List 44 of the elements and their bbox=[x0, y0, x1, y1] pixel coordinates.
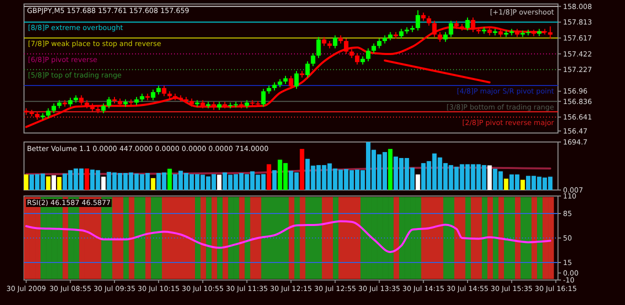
candlestick bbox=[416, 10, 420, 31]
line-series bbox=[25, 220, 552, 253]
bar bbox=[167, 168, 172, 190]
bar bbox=[84, 168, 90, 190]
candlestick bbox=[46, 108, 50, 119]
candlestick bbox=[288, 75, 294, 90]
candlestick bbox=[354, 52, 360, 66]
candlestick bbox=[443, 32, 448, 42]
candlestick bbox=[305, 60, 310, 78]
candlestick bbox=[465, 17, 470, 31]
bar bbox=[101, 176, 106, 190]
candlestick bbox=[332, 34, 338, 49]
candlestick bbox=[399, 28, 404, 40]
bar bbox=[487, 165, 492, 190]
candlestick bbox=[150, 89, 156, 101]
candlestick bbox=[52, 102, 56, 114]
bar bbox=[57, 176, 62, 190]
bar bbox=[24, 174, 28, 190]
bar bbox=[266, 164, 272, 190]
bar bbox=[388, 148, 393, 190]
bar bbox=[272, 170, 277, 190]
candlestick bbox=[377, 38, 382, 49]
bar bbox=[217, 174, 222, 190]
candlestick bbox=[366, 48, 370, 62]
candlestick bbox=[316, 36, 321, 59]
bar bbox=[504, 178, 508, 190]
bar bbox=[46, 176, 50, 190]
candlestick bbox=[101, 102, 106, 114]
candlestick bbox=[310, 52, 316, 67]
bar bbox=[520, 180, 525, 190]
candlestick bbox=[344, 38, 348, 54]
candlestick bbox=[372, 42, 376, 54]
candlestick bbox=[261, 88, 266, 108]
bar bbox=[150, 178, 156, 190]
candlestick bbox=[79, 94, 84, 106]
bar bbox=[416, 174, 420, 190]
candlestick bbox=[448, 20, 454, 38]
candlestick bbox=[426, 15, 432, 26]
bar bbox=[300, 148, 304, 190]
candlestick bbox=[162, 85, 166, 97]
candlestick bbox=[438, 32, 442, 42]
candlestick bbox=[294, 70, 299, 90]
candlestick bbox=[106, 96, 112, 109]
bar bbox=[52, 175, 56, 190]
